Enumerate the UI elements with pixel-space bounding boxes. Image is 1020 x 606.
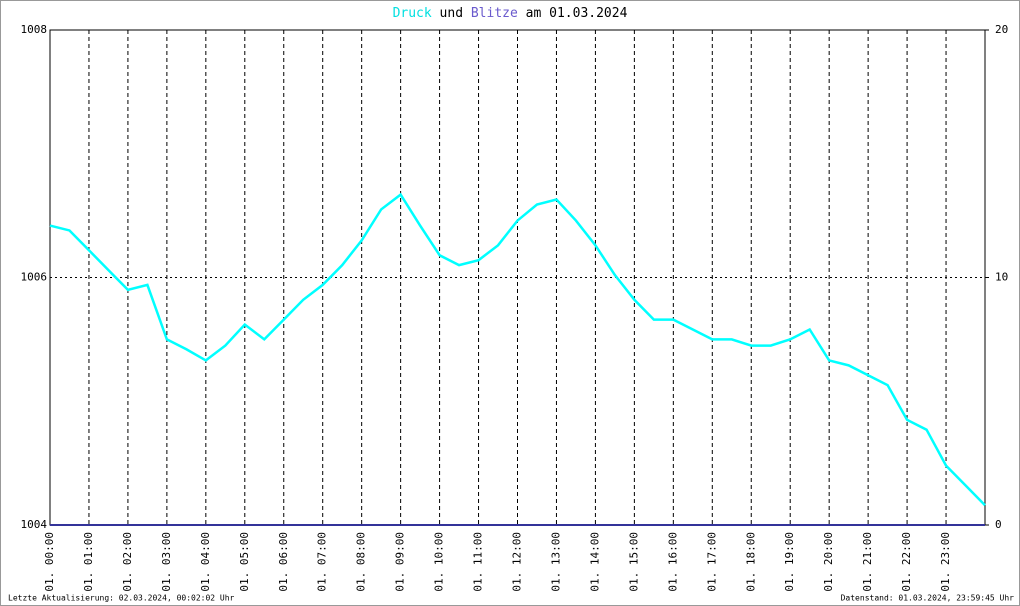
chart-title: Druck und Blitze am 01.03.2024 — [393, 6, 628, 21]
x-tick-label: 01. 10:00 — [433, 532, 446, 592]
title-druck: Druck — [393, 6, 432, 21]
title-und: und — [440, 6, 463, 21]
x-tick-label: 01. 12:00 — [511, 532, 524, 592]
x-tick-label: 01. 00:00 — [43, 532, 56, 592]
x-tick-label: 01. 18:00 — [744, 532, 757, 592]
x-tick-label: 01. 05:00 — [238, 532, 251, 592]
x-tick-label: 01. 14:00 — [588, 532, 601, 592]
title-blitze: Blitze — [471, 6, 518, 21]
x-tick-label: 01. 11:00 — [472, 532, 485, 592]
x-tick-label: 01. 04:00 — [199, 532, 212, 592]
x-tick-label: 01. 01:00 — [82, 532, 95, 592]
x-tick-label: 01. 21:00 — [861, 532, 874, 592]
y-tick-label: 1006 — [21, 271, 48, 284]
x-tick-label: 01. 06:00 — [277, 532, 290, 592]
x-tick-label: 01. 20:00 — [822, 532, 835, 592]
x-tick-label: 01. 09:00 — [394, 532, 407, 592]
y-tick-label: 1004 — [21, 518, 48, 531]
y-tick-label: 1008 — [21, 23, 48, 36]
footer-right: Datenstand: 01.03.2024, 23:59:45 Uhr — [841, 594, 1015, 603]
x-tick-label: 01. 19:00 — [783, 532, 796, 592]
x-tick-label: 01. 07:00 — [316, 532, 329, 592]
x-tick-label: 01. 17:00 — [705, 532, 718, 592]
x-tick-label: 01. 03:00 — [160, 532, 173, 592]
x-tick-label: 01. 23:00 — [939, 532, 952, 592]
x-tick-label: 01. 16:00 — [666, 532, 679, 592]
footer-left: Letzte Aktualisierung: 02.03.2024, 00:02… — [8, 594, 235, 603]
x-tick-label: 01. 15:00 — [627, 532, 640, 592]
x-tick-label: 01. 08:00 — [355, 532, 368, 592]
series-line — [49, 192, 986, 507]
x-tick-label: 01. 22:00 — [900, 532, 913, 592]
y2-tick-label: 20 — [995, 23, 1008, 36]
x-tick-label: 01. 02:00 — [121, 532, 134, 592]
x-tick-label: 01. 13:00 — [549, 532, 562, 592]
y2-tick-label: 0 — [995, 518, 1002, 531]
title-date: am 01.03.2024 — [526, 6, 628, 21]
y2-tick-label: 10 — [995, 271, 1008, 284]
